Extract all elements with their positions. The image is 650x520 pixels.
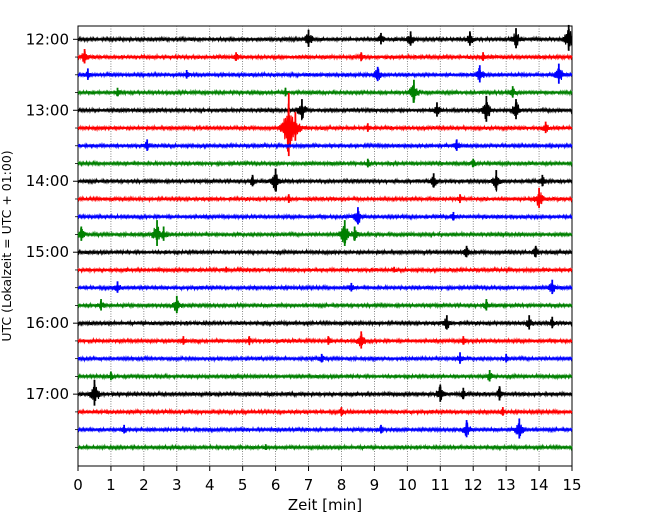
x-tick-label: 2 (139, 476, 149, 494)
x-tick-label: 4 (205, 476, 215, 494)
x-tick-label: 10 (398, 476, 417, 494)
x-axis: 0 1 2 3 4 5 6 7 8 9 10 11 12 13 14 15 (73, 466, 582, 494)
y-tick-label: 12:00 (26, 30, 69, 48)
x-tick-label: 9 (370, 476, 380, 494)
x-tick-label: 15 (562, 476, 581, 494)
x-tick-label: 6 (271, 476, 281, 494)
y-axis: 12:00 13:00 14:00 15:00 16:00 17:00 (26, 30, 78, 448)
seismogram-trace (77, 211, 573, 225)
y-tick-label: 16:00 (26, 314, 69, 332)
y-tick-label: 14:00 (26, 172, 69, 190)
grid-lines (110, 26, 540, 466)
x-tick-label: 3 (172, 476, 182, 494)
y-axis-label: UTC (Lokalzeit = UTC + 01:00) (0, 150, 14, 341)
y-tick-label: 15:00 (26, 243, 69, 261)
x-tick-label: 13 (497, 476, 516, 494)
traces-layer (77, 24, 573, 452)
plot-frame (77, 25, 573, 467)
x-axis-label: Zeit [min] (288, 496, 362, 514)
x-tick-label: 8 (337, 476, 347, 494)
x-tick-label: 12 (464, 476, 483, 494)
x-tick-label: 0 (73, 476, 83, 494)
seismogram-trace (77, 384, 573, 402)
x-tick-label: 14 (530, 476, 549, 494)
x-tick-label: 5 (238, 476, 248, 494)
x-tick-label: 7 (304, 476, 314, 494)
seismogram-trace (77, 296, 573, 312)
x-tick-label: 1 (106, 476, 116, 494)
x-tick-label: 11 (431, 476, 450, 494)
y-tick-label: 17:00 (26, 385, 69, 403)
y-tick-label: 13:00 (26, 101, 69, 119)
